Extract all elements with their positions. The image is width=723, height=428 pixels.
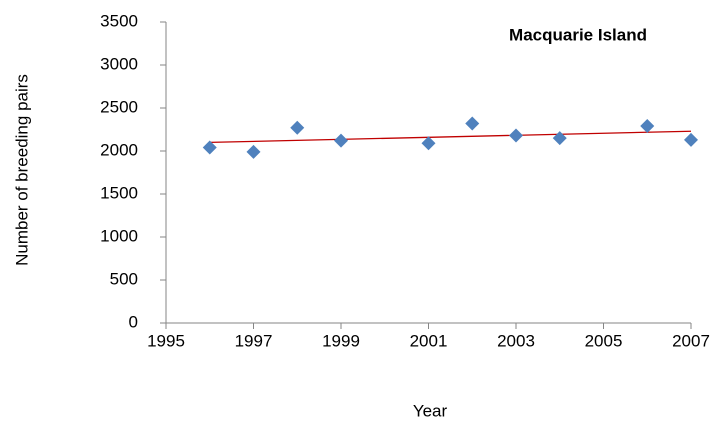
x-tick-label: 2003 (497, 331, 535, 350)
y-tick-label: 1000 (100, 226, 138, 245)
y-tick-label: 0 (129, 312, 138, 331)
x-tick-label: 2005 (585, 331, 623, 350)
data-point (509, 128, 523, 143)
data-point (552, 131, 567, 146)
x-axis-label: Year (413, 401, 448, 420)
y-tick-label: 2500 (100, 97, 138, 116)
y-tick-label: 2000 (100, 140, 138, 159)
x-tick-label: 1995 (147, 331, 185, 350)
y-tick-label: 1500 (100, 183, 138, 202)
data-point (246, 144, 261, 159)
trendline (209, 130, 692, 144)
data-point (684, 132, 698, 147)
x-tick-label: 1999 (322, 331, 360, 350)
x-tick-label: 2007 (672, 331, 710, 350)
data-point (465, 116, 480, 131)
data-point (290, 120, 305, 135)
y-tick-label: 500 (110, 269, 138, 288)
data-point (202, 140, 217, 155)
x-tick-label: 1997 (235, 331, 273, 350)
y-axis-label: Number of breeding pairs (12, 74, 31, 266)
y-tick-label: 3000 (100, 54, 138, 73)
data-point (421, 136, 436, 151)
chart-title: Macquarie Island (509, 25, 647, 44)
data-point (334, 133, 348, 148)
data-point (640, 119, 655, 134)
x-tick-label: 2001 (410, 331, 448, 350)
y-tick-label: 3500 (100, 11, 138, 30)
